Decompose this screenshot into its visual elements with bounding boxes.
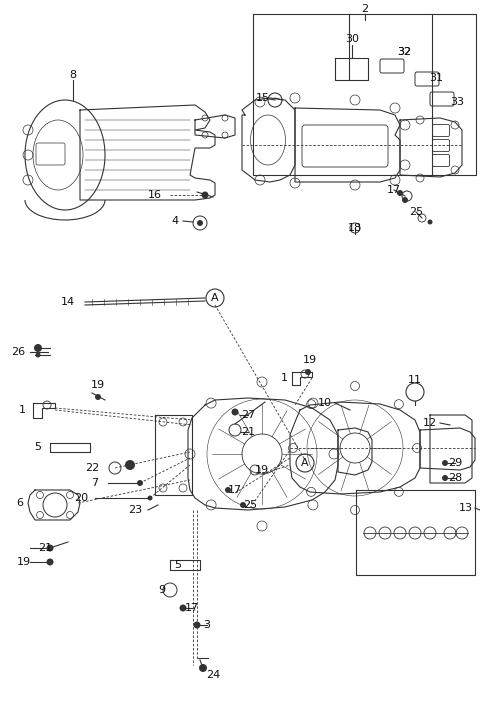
Circle shape — [305, 369, 311, 375]
Text: 10: 10 — [318, 398, 332, 408]
Text: 12: 12 — [423, 418, 437, 428]
Text: 24: 24 — [206, 670, 220, 680]
Text: 15: 15 — [256, 93, 270, 103]
Text: A: A — [211, 293, 219, 303]
Text: 21: 21 — [38, 543, 52, 553]
Text: 32: 32 — [397, 47, 411, 57]
Circle shape — [240, 502, 246, 508]
Text: 23: 23 — [128, 505, 142, 515]
Text: 11: 11 — [408, 375, 422, 385]
Text: 2: 2 — [361, 4, 369, 14]
Text: 21: 21 — [241, 427, 255, 437]
Text: 32: 32 — [397, 47, 411, 57]
Circle shape — [397, 190, 403, 196]
Circle shape — [199, 664, 207, 672]
Circle shape — [180, 604, 187, 612]
Text: 5: 5 — [175, 560, 181, 570]
Text: 25: 25 — [409, 207, 423, 217]
Circle shape — [34, 344, 42, 352]
Circle shape — [36, 352, 40, 357]
Text: 17: 17 — [228, 485, 242, 495]
Text: 1: 1 — [280, 373, 288, 383]
Circle shape — [125, 460, 135, 470]
Text: 19: 19 — [17, 557, 31, 567]
Circle shape — [193, 622, 201, 629]
Text: 19: 19 — [255, 465, 269, 475]
Text: A: A — [301, 458, 309, 468]
Text: 29: 29 — [448, 458, 462, 468]
Text: 20: 20 — [74, 493, 88, 503]
Text: 14: 14 — [61, 297, 75, 307]
Text: 3: 3 — [204, 620, 211, 630]
Circle shape — [442, 460, 448, 466]
Circle shape — [442, 475, 448, 481]
Text: 17: 17 — [387, 185, 401, 195]
Text: 19: 19 — [91, 380, 105, 390]
Circle shape — [402, 197, 408, 203]
Text: 13: 13 — [459, 503, 473, 513]
Text: 26: 26 — [11, 347, 25, 357]
Text: 1: 1 — [19, 405, 25, 415]
Circle shape — [47, 545, 53, 552]
Text: 31: 31 — [429, 73, 443, 83]
Text: 27: 27 — [241, 410, 255, 420]
Text: 18: 18 — [348, 223, 362, 233]
Text: 28: 28 — [448, 473, 462, 483]
Circle shape — [137, 480, 143, 486]
Text: 5: 5 — [35, 442, 41, 452]
Text: 6: 6 — [16, 498, 24, 508]
Circle shape — [428, 219, 432, 224]
Text: 22: 22 — [85, 463, 99, 473]
Text: 8: 8 — [70, 70, 77, 80]
Text: 30: 30 — [345, 34, 359, 44]
Text: 16: 16 — [148, 190, 162, 200]
Circle shape — [225, 487, 231, 493]
Text: 19: 19 — [303, 355, 317, 365]
Text: 9: 9 — [158, 585, 166, 595]
Text: 33: 33 — [450, 97, 464, 107]
Circle shape — [47, 558, 53, 565]
Circle shape — [202, 192, 208, 199]
Text: 4: 4 — [171, 216, 179, 226]
Text: 17: 17 — [185, 603, 199, 613]
Circle shape — [147, 496, 153, 501]
Text: 25: 25 — [243, 500, 257, 510]
Circle shape — [231, 409, 239, 416]
Circle shape — [197, 220, 203, 226]
Text: 7: 7 — [91, 478, 98, 488]
Circle shape — [95, 394, 101, 400]
